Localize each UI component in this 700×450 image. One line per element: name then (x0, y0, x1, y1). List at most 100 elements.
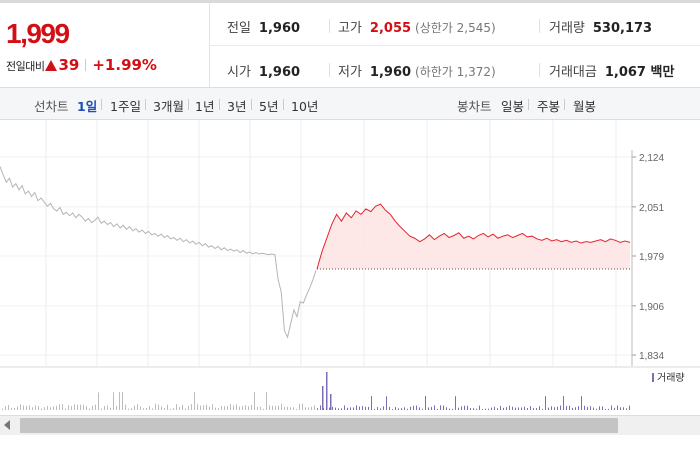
volume-bar (500, 405, 501, 410)
volume-bar (509, 405, 510, 410)
volume-bar (422, 408, 423, 410)
volume-bar (221, 405, 222, 410)
volume-bar (563, 396, 564, 410)
tab-10year[interactable]: 10년 (291, 99, 319, 114)
volume-bar (152, 408, 153, 410)
volume-bar (47, 405, 48, 410)
tab-monthly-candle[interactable]: 월봉 (573, 99, 597, 114)
tab-1week[interactable]: 1주일 (110, 99, 141, 114)
volume-bar (614, 407, 615, 410)
divider (528, 99, 529, 110)
tab-weekly-candle[interactable]: 주봉 (537, 99, 561, 114)
chart-scrollbar[interactable] (0, 415, 700, 435)
volume-bar (623, 407, 624, 410)
volume-bar (167, 404, 168, 410)
volume-bar (83, 404, 84, 410)
volume-bar (605, 408, 606, 410)
volume-bar (326, 372, 328, 410)
volume-bar (137, 404, 138, 410)
volume-bar (89, 408, 90, 410)
volume-bar (494, 406, 495, 410)
volume-bar (188, 405, 189, 410)
divider (564, 99, 565, 110)
volume-bar (224, 406, 225, 410)
volume-bar (596, 408, 597, 410)
volume-bar (344, 405, 345, 410)
volume-bar (269, 405, 270, 410)
volume-bar (227, 406, 228, 410)
volume-bar (194, 392, 195, 410)
volume-bar (131, 407, 132, 410)
stat-label: 거래량 (549, 21, 585, 36)
stat-value: 1,960 (258, 65, 301, 80)
tab-5year[interactable]: 5년 (259, 99, 279, 114)
volume-bar (239, 406, 240, 410)
volume-bar (581, 396, 582, 410)
volume-bar (338, 408, 339, 410)
tab-daily-candle[interactable]: 일봉 (501, 99, 525, 114)
volume-bar (566, 405, 567, 410)
volume-bar (626, 408, 627, 410)
volume-bar (260, 406, 261, 410)
volume-bar (320, 405, 321, 410)
volume-bar (410, 406, 411, 410)
candle-chart-title: 봉차트 (457, 99, 492, 114)
scroll-left-arrow-icon[interactable] (4, 420, 10, 430)
divider (329, 19, 330, 33)
volume-bar (545, 396, 546, 410)
volume-bar (296, 408, 297, 410)
volume-bars (2, 372, 630, 410)
change-label: 전일대비 (6, 60, 45, 73)
volume-bar (539, 406, 540, 410)
tab-1day[interactable]: 1일 (77, 99, 98, 114)
volume-bar (350, 407, 351, 410)
volume-bar (458, 407, 459, 410)
volume-bar (317, 408, 318, 410)
intraday-price-chart: 2,124 2,051 1,979 1,906 1,834 거래량 (0, 120, 700, 410)
volume-bar (617, 405, 618, 410)
divider (539, 19, 540, 33)
volume-bar (368, 406, 369, 410)
volume-bar (113, 392, 114, 410)
tab-3year[interactable]: 3년 (227, 99, 247, 114)
volume-bar (176, 404, 177, 410)
volume-bar (533, 408, 534, 410)
volume-bar (287, 406, 288, 410)
volume-bar (311, 406, 312, 410)
scrollbar-thumb[interactable] (20, 418, 618, 433)
stat-trade-value: 거래대금 1,067 백만 (549, 61, 674, 80)
stat-label: 고가 (338, 21, 362, 36)
volume-bar (482, 408, 483, 410)
volume-bar (365, 406, 366, 410)
volume-bar (335, 407, 336, 410)
volume-bar (62, 404, 63, 410)
volume-bar (314, 405, 315, 410)
volume-bar (446, 407, 447, 410)
volume-bar (233, 405, 234, 410)
change-amount: 39 (58, 56, 80, 74)
stat-prev-close: 전일 1,960 (227, 17, 300, 36)
tab-3month[interactable]: 3개월 (153, 99, 184, 114)
lower-limit: (하한가 1,372) (415, 65, 496, 79)
divider (145, 99, 146, 110)
volume-bar (128, 408, 129, 410)
volume-bar (380, 408, 381, 410)
tab-1year[interactable]: 1년 (195, 99, 215, 114)
volume-bar (590, 406, 591, 410)
volume-bar (599, 406, 600, 410)
volume-bar (332, 406, 333, 410)
volume-bar (203, 405, 204, 410)
change-percent: +1.99% (92, 56, 157, 74)
volume-bar (512, 406, 513, 410)
volume-bar (503, 407, 504, 410)
volume-bar (101, 408, 102, 410)
divider (329, 63, 330, 77)
volume-bar (374, 408, 375, 410)
stat-label: 거래대금 (549, 65, 597, 80)
volume-bar (434, 405, 435, 410)
volume-bar (443, 405, 444, 410)
y-tick-label: 1,834 (639, 351, 664, 362)
volume-bar (245, 405, 246, 410)
volume-bar (398, 408, 399, 410)
previous-day-price-line (0, 166, 317, 339)
